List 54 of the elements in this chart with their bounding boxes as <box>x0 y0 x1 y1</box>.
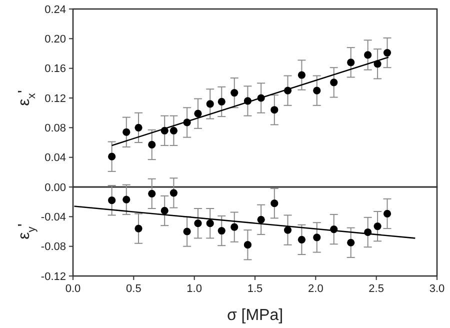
point <box>313 234 321 242</box>
point <box>206 100 214 108</box>
point <box>383 210 392 218</box>
point <box>122 128 130 136</box>
point <box>194 110 202 118</box>
point <box>230 223 238 231</box>
point <box>183 228 191 236</box>
point <box>313 86 321 94</box>
point <box>270 200 278 208</box>
y-tick-label: -0.08 <box>40 241 66 254</box>
point <box>108 152 116 160</box>
point <box>170 189 178 197</box>
point <box>218 226 226 235</box>
point <box>160 206 168 215</box>
x-tick-label: 2.0 <box>308 283 324 295</box>
point <box>347 238 355 246</box>
point <box>270 106 278 114</box>
point <box>148 190 156 198</box>
y-tick-label: 0.24 <box>44 4 66 16</box>
point <box>383 48 392 57</box>
point <box>298 236 306 244</box>
y-tick-label: 0.08 <box>44 122 66 135</box>
x-tick-label: 0.5 <box>126 283 142 295</box>
point <box>134 224 142 232</box>
point <box>108 196 116 204</box>
point <box>230 89 238 97</box>
point <box>364 51 372 59</box>
x-tick-label: 2.5 <box>368 283 384 295</box>
y-tick-label: 0.04 <box>44 152 66 164</box>
point <box>244 241 252 249</box>
point <box>206 220 214 228</box>
point <box>148 140 156 149</box>
point <box>298 71 306 79</box>
point <box>134 124 142 132</box>
point <box>194 220 202 228</box>
y-tick-label: 0.00 <box>44 182 66 194</box>
point <box>122 196 130 204</box>
x-tick-label: 0.0 <box>65 283 81 295</box>
x-tick-label: 3.0 <box>429 283 445 295</box>
y-tick-label: 0.12 <box>44 92 66 105</box>
point <box>347 58 355 66</box>
y-tick-label: -0.04 <box>40 212 66 224</box>
point <box>374 222 382 230</box>
point <box>330 78 338 86</box>
point <box>218 98 226 106</box>
x-axis-title: σ [MPa] <box>226 307 284 324</box>
x-tick-label: 1.5 <box>247 283 263 295</box>
point <box>170 126 178 134</box>
y-tick-label: 0.16 <box>44 63 66 76</box>
point <box>257 216 265 224</box>
y-tick-label: -0.12 <box>40 270 66 283</box>
x-tick-label: 1.0 <box>186 283 202 295</box>
point <box>284 226 292 234</box>
y-tick-label: 0.20 <box>44 34 66 46</box>
